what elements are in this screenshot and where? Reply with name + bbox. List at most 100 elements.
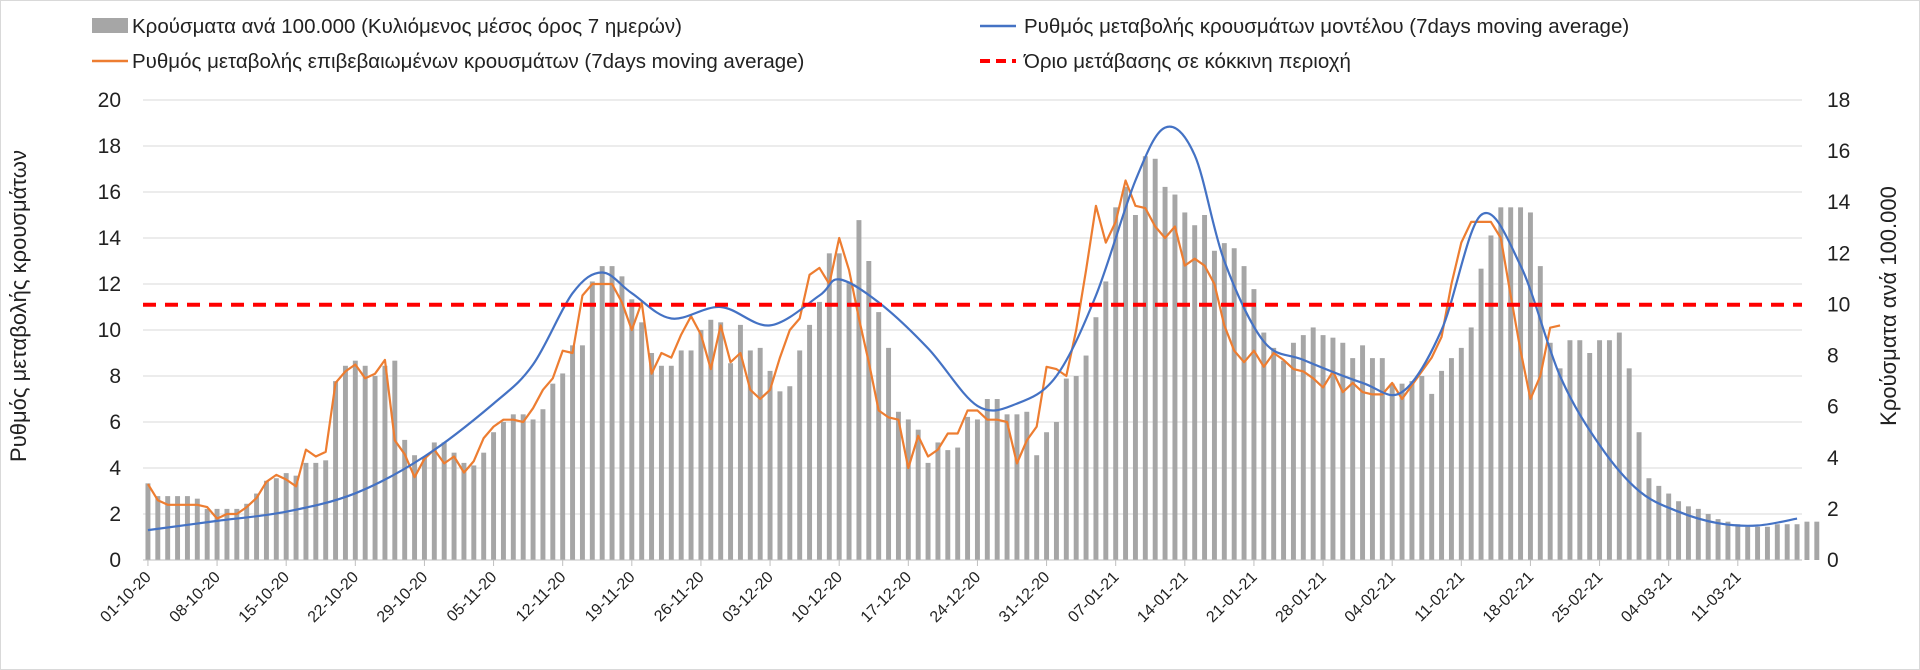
bar — [1113, 207, 1119, 561]
bar — [905, 419, 911, 560]
model-line — [147, 125, 1798, 532]
bar — [214, 508, 220, 560]
bar — [382, 365, 388, 560]
bar — [728, 363, 734, 560]
bar — [1340, 342, 1346, 560]
bar — [313, 462, 319, 560]
bar — [1745, 526, 1751, 560]
y-tick-label: 14 — [98, 227, 122, 250]
y2-tick-label: 12 — [1827, 242, 1850, 265]
bar — [1132, 215, 1138, 560]
bar — [520, 414, 526, 560]
bar — [1162, 186, 1168, 560]
bar — [1231, 248, 1237, 560]
y-tick-label: 8 — [109, 365, 121, 388]
bar — [649, 353, 655, 560]
bar — [224, 508, 230, 560]
legend-swatch-cases-bar — [92, 18, 128, 33]
bar — [530, 419, 536, 560]
bar — [204, 508, 210, 560]
bar-series — [145, 156, 1820, 561]
bar — [1024, 411, 1030, 560]
bar — [737, 324, 743, 560]
bar — [244, 503, 250, 560]
bar — [1508, 207, 1514, 561]
bar — [323, 460, 329, 560]
bar — [984, 399, 990, 560]
line-series — [143, 125, 1802, 532]
bar — [412, 455, 418, 560]
bar — [1330, 337, 1336, 560]
bar — [609, 266, 615, 560]
bar — [1774, 524, 1780, 560]
bar — [1804, 521, 1810, 560]
bar — [540, 409, 546, 560]
bar — [491, 432, 497, 560]
bar — [1053, 422, 1059, 560]
bar — [1547, 342, 1553, 560]
bar — [1725, 521, 1731, 560]
bar — [1755, 526, 1761, 560]
bar — [570, 345, 576, 560]
bar — [263, 480, 269, 560]
bar — [678, 350, 684, 560]
bar — [1626, 368, 1632, 560]
bar — [1616, 332, 1622, 560]
bar — [431, 442, 437, 560]
bar — [1478, 268, 1484, 560]
bar — [342, 365, 348, 560]
bar — [658, 365, 664, 560]
bar — [599, 266, 605, 560]
legend: Κρούσματα ανά 100.000 (Κυλιόμενος μέσος … — [92, 15, 1629, 73]
bar — [1527, 212, 1533, 560]
bar — [293, 475, 299, 560]
bar — [1764, 526, 1770, 560]
bar — [1646, 478, 1652, 560]
bar — [1093, 317, 1099, 560]
bar — [1557, 368, 1563, 560]
bar — [1735, 524, 1741, 560]
bar — [1044, 432, 1050, 560]
bar — [500, 422, 506, 560]
bar — [1537, 266, 1543, 560]
bar — [668, 365, 674, 560]
bar — [510, 414, 516, 560]
bar — [1419, 376, 1425, 560]
bar — [925, 462, 931, 560]
bar — [1360, 345, 1366, 560]
bar — [807, 324, 813, 560]
confirmed-cases-line — [147, 179, 1561, 520]
y-tick-label: 12 — [98, 273, 121, 296]
bar — [688, 350, 694, 560]
y2-tick-label: 0 — [1827, 549, 1839, 572]
bar — [1577, 340, 1583, 560]
bar — [481, 452, 487, 560]
y-tick-label: 16 — [98, 181, 121, 204]
bar — [846, 281, 852, 560]
bar — [1468, 327, 1474, 560]
bar — [816, 301, 822, 560]
bar — [352, 360, 358, 560]
y2-tick-label: 18 — [1827, 89, 1850, 112]
bar — [1202, 215, 1208, 560]
bar — [1488, 235, 1494, 560]
bar — [372, 376, 378, 560]
bar — [254, 493, 260, 560]
bar — [1123, 186, 1129, 560]
bar — [1409, 381, 1415, 560]
bar — [1182, 212, 1188, 560]
bar — [1271, 347, 1277, 560]
bar — [777, 391, 783, 560]
bar — [974, 419, 980, 560]
y2-tick-label: 10 — [1827, 293, 1850, 316]
bar — [1103, 281, 1109, 560]
bar — [1636, 432, 1642, 560]
bar — [234, 508, 240, 560]
y-tick-label: 6 — [109, 411, 121, 434]
bar — [1439, 370, 1445, 560]
bar — [451, 452, 457, 560]
bar — [757, 347, 763, 560]
legend-label-cases: Κρούσματα ανά 100.000 (Κυλιόμενος μέσος … — [132, 15, 682, 38]
